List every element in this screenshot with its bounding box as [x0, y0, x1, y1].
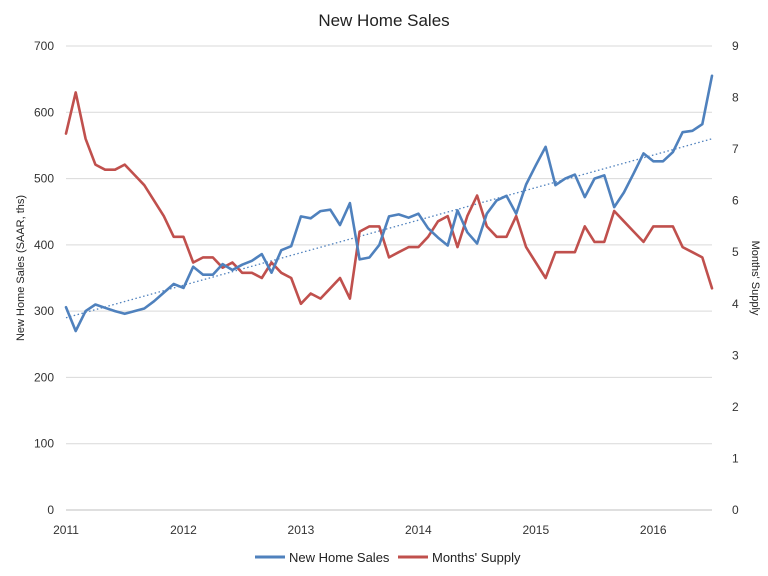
legend-label-months-supply: Months' Supply — [432, 550, 521, 565]
y-tick-label: 0 — [47, 503, 54, 517]
right-axis-label: Months' Supply — [749, 241, 761, 316]
right-axis-ticks: 0 1 2 3 4 5 6 7 8 9 — [732, 39, 739, 517]
y2-tick-label: 6 — [732, 194, 739, 208]
x-tick-label: 2015 — [522, 523, 549, 537]
y-tick-label: 600 — [34, 105, 54, 119]
y2-tick-label: 3 — [732, 348, 739, 362]
left-axis-label: New Home Sales (SAAR, ths) — [15, 195, 27, 341]
y2-tick-label: 5 — [732, 245, 739, 259]
y-tick-label: 700 — [34, 39, 54, 53]
x-tick-label: 2016 — [640, 523, 667, 537]
y-tick-label: 500 — [34, 172, 54, 186]
legend-label-new-home-sales: New Home Sales — [289, 550, 390, 565]
y-tick-label: 100 — [34, 437, 54, 451]
legend: New Home Sales Months' Supply — [255, 550, 521, 565]
series-lines — [64, 74, 714, 333]
x-tick-label: 2012 — [170, 523, 197, 537]
x-tick-label: 2013 — [288, 523, 315, 537]
y2-tick-label: 4 — [732, 297, 739, 311]
y-tick-label: 200 — [34, 370, 54, 384]
y-tick-label: 400 — [34, 238, 54, 252]
gridlines — [66, 45, 712, 511]
y2-tick-label: 9 — [732, 39, 739, 53]
chart-title: New Home Sales — [318, 11, 449, 30]
trendline-group — [65, 138, 713, 319]
y2-tick-label: 0 — [732, 503, 739, 517]
y2-tick-label: 1 — [732, 451, 739, 465]
y-tick-label: 300 — [34, 304, 54, 318]
series-line-months-supply — [64, 91, 714, 306]
y2-tick-label: 8 — [732, 91, 739, 105]
trendline — [65, 138, 713, 319]
x-tick-label: 2011 — [53, 523, 79, 537]
left-axis-ticks: 0 100 200 300 400 500 600 700 — [34, 39, 54, 517]
series-line-new-home-sales — [64, 74, 714, 333]
x-tick-label: 2014 — [405, 523, 432, 537]
y2-tick-label: 7 — [732, 142, 739, 156]
x-axis-ticks: 2011 2012 2013 2014 2015 2016 — [53, 523, 667, 537]
y2-tick-label: 2 — [732, 400, 739, 414]
